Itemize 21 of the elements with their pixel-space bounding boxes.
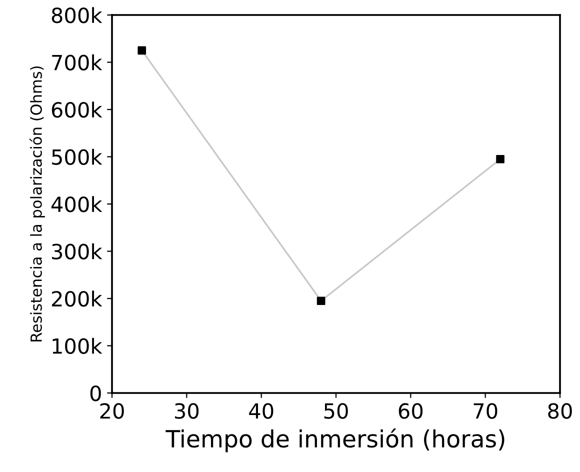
y-tick-label: 200k [52,290,102,307]
y-tick-label: 500k [52,148,102,165]
x-tick-label: 40 [249,403,274,419]
x-tick-label: 20 [100,403,124,419]
x-tick-label: 70 [474,403,498,419]
x-axis-title: Tiempo de inmersión (horas) [166,428,504,452]
point [138,46,146,55]
y-tick-label: 700k [52,54,102,70]
point [316,296,326,306]
y-axis-title: Resistencia a la polarización (Ohms) [29,66,45,342]
y-tick-label: 400k [51,196,102,212]
x-tick-label: 50 [324,403,348,419]
x-tick-label: 30 [175,403,199,419]
y-tick-label: 800k [52,7,102,24]
y-tick-label: 0 [90,385,101,402]
y-tick-label: 600k [52,102,102,118]
y-tick-label: 300k [52,243,102,260]
x-tick-label: 60 [398,403,423,419]
y-tick-label: 100k [52,338,102,354]
point [496,154,504,164]
x-tick-label: 80 [548,403,572,419]
